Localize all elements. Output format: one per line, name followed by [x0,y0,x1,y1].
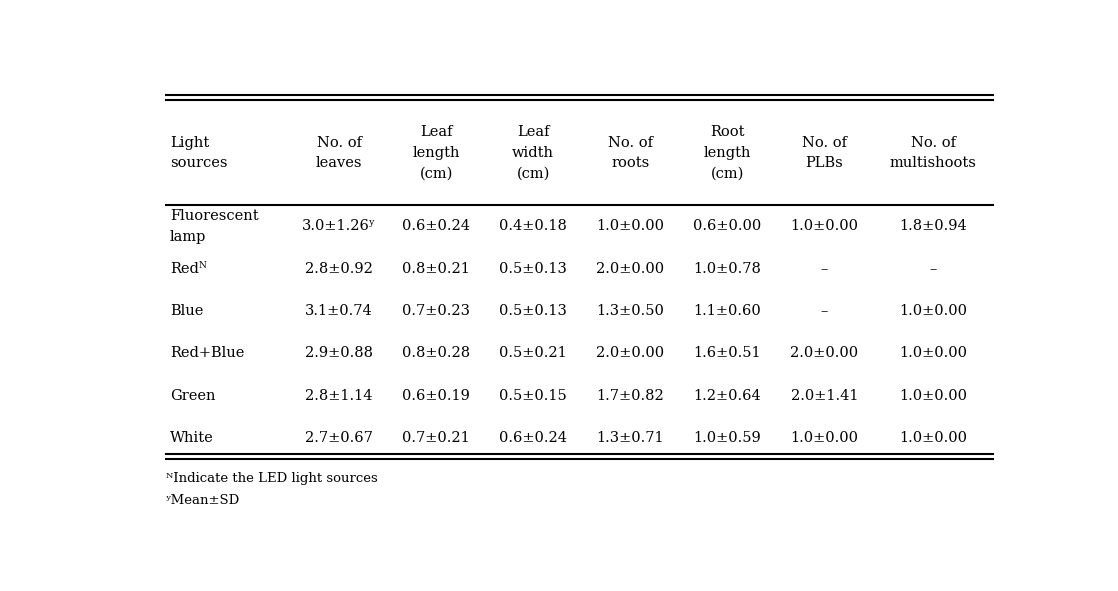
Text: 2.9±0.88: 2.9±0.88 [305,346,373,361]
Text: 0.8±0.21: 0.8±0.21 [402,262,470,275]
Text: 3.0±1.26ʸ: 3.0±1.26ʸ [302,219,376,233]
Text: Green: Green [170,389,216,402]
Text: No. of
multishoots: No. of multishoots [890,135,976,170]
Text: 0.5±0.13: 0.5±0.13 [500,304,567,318]
Text: 2.0±0.00: 2.0±0.00 [596,346,664,361]
Text: –: – [929,262,937,275]
Text: Leaf
length
(cm): Leaf length (cm) [413,125,459,180]
Text: 1.0±0.00: 1.0±0.00 [790,219,859,233]
Text: Red+Blue: Red+Blue [170,346,245,361]
Text: 1.0±0.00: 1.0±0.00 [899,431,967,445]
Text: No. of
leaves: No. of leaves [316,135,362,170]
Text: 0.6±0.24: 0.6±0.24 [402,219,471,233]
Text: 0.5±0.21: 0.5±0.21 [500,346,567,361]
Text: 0.5±0.13: 0.5±0.13 [500,262,567,275]
Text: 2.0±1.41: 2.0±1.41 [790,389,859,402]
Text: Root
length
(cm): Root length (cm) [703,125,751,180]
Text: 0.7±0.21: 0.7±0.21 [402,431,470,445]
Text: 0.8±0.28: 0.8±0.28 [402,346,471,361]
Text: ʸMean±SD: ʸMean±SD [165,495,240,508]
Text: 2.7±0.67: 2.7±0.67 [305,431,373,445]
Text: 2.8±1.14: 2.8±1.14 [305,389,372,402]
Text: 1.0±0.59: 1.0±0.59 [693,431,761,445]
Text: Leaf
width
(cm): Leaf width (cm) [512,125,555,180]
Text: 1.6±0.51: 1.6±0.51 [693,346,761,361]
Text: 0.7±0.23: 0.7±0.23 [402,304,471,318]
Text: 1.0±0.00: 1.0±0.00 [899,304,967,318]
Text: 1.0±0.00: 1.0±0.00 [899,389,967,402]
Text: 1.3±0.50: 1.3±0.50 [596,304,664,318]
Text: 0.4±0.18: 0.4±0.18 [500,219,567,233]
Text: 1.7±0.82: 1.7±0.82 [596,389,664,402]
Text: 1.1±0.60: 1.1±0.60 [693,304,761,318]
Text: Fluorescent
lamp: Fluorescent lamp [170,209,258,243]
Text: 0.6±0.24: 0.6±0.24 [500,431,567,445]
Text: 0.6±0.19: 0.6±0.19 [402,389,470,402]
Text: 1.0±0.00: 1.0±0.00 [899,346,967,361]
Text: White: White [170,431,214,445]
Text: 1.8±0.94: 1.8±0.94 [899,219,967,233]
Text: 1.0±0.78: 1.0±0.78 [693,262,761,275]
Text: Redᴺ: Redᴺ [170,262,207,275]
Text: 1.0±0.00: 1.0±0.00 [596,219,664,233]
Text: 1.0±0.00: 1.0±0.00 [790,431,859,445]
Text: No. of
PLBs: No. of PLBs [802,135,847,170]
Text: Blue: Blue [170,304,203,318]
Text: –: – [821,304,828,318]
Text: 3.1±0.74: 3.1±0.74 [305,304,373,318]
Text: 0.6±0.00: 0.6±0.00 [693,219,761,233]
Text: 2.0±0.00: 2.0±0.00 [596,262,664,275]
Text: ᴺIndicate the LED light sources: ᴺIndicate the LED light sources [165,472,378,485]
Text: 0.5±0.15: 0.5±0.15 [500,389,567,402]
Text: 1.3±0.71: 1.3±0.71 [597,431,664,445]
Text: 2.0±0.00: 2.0±0.00 [790,346,859,361]
Text: 2.8±0.92: 2.8±0.92 [305,262,373,275]
Text: Light
sources: Light sources [170,135,228,170]
Text: 1.2±0.64: 1.2±0.64 [693,389,761,402]
Text: –: – [821,262,828,275]
Text: No. of
roots: No. of roots [608,135,653,170]
